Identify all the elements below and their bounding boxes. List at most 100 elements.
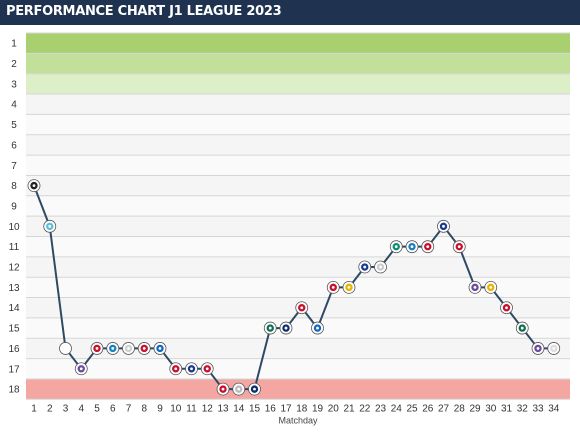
x-tick-label: 18	[296, 403, 308, 414]
y-tick-label: 13	[8, 283, 20, 294]
club-badge-point	[484, 280, 498, 294]
club-badge-point	[43, 219, 57, 233]
row-background	[26, 216, 570, 237]
x-tick-label: 25	[406, 403, 418, 414]
row-background	[26, 175, 570, 196]
x-tick-label: 16	[265, 403, 277, 414]
club-badge-point	[326, 280, 340, 294]
row-background	[26, 358, 570, 379]
y-tick-label: 11	[9, 242, 20, 253]
x-tick-label: 27	[438, 403, 450, 414]
club-badge-point	[27, 179, 41, 193]
club-badge-point	[531, 342, 545, 355]
row-background	[26, 155, 570, 176]
x-tick-label: 19	[312, 403, 324, 414]
y-tick-label: 7	[11, 161, 17, 172]
y-tick-label: 10	[8, 222, 20, 233]
y-tick-label: 18	[8, 385, 20, 396]
club-badge-point	[216, 382, 230, 396]
y-tick-label: 16	[8, 344, 20, 355]
club-badge-point	[500, 301, 513, 315]
row-background	[26, 134, 570, 156]
x-axis-label: Matchday	[278, 415, 318, 425]
club-badge-point	[90, 342, 104, 355]
x-tick-label: 8	[141, 403, 147, 414]
y-tick-label: 1	[11, 39, 17, 50]
x-tick-label: 32	[517, 403, 529, 414]
x-tick-label: 13	[217, 403, 229, 414]
x-tick-label: 29	[469, 403, 481, 414]
club-badge-point	[421, 240, 435, 254]
x-tick-label: 6	[110, 403, 116, 414]
club-badge-point	[452, 240, 466, 254]
chart-title: PERFORMANCE CHART J1 LEAGUE 2023	[6, 4, 282, 19]
row-background	[26, 94, 570, 115]
x-tick-label: 20	[328, 403, 340, 414]
x-tick-label: 3	[63, 403, 69, 414]
x-tick-label: 1	[31, 403, 37, 414]
club-badge-point	[248, 382, 261, 396]
y-tick-label: 9	[11, 201, 17, 212]
club-badge-point	[468, 280, 482, 294]
position-band	[26, 33, 570, 54]
club-badge-point	[185, 362, 198, 376]
x-tick-label: 9	[157, 403, 163, 414]
club-badge-point	[169, 362, 183, 376]
y-tick-label: 6	[11, 140, 17, 151]
x-tick-label: 11	[186, 403, 197, 414]
y-tick-label: 8	[11, 181, 17, 192]
x-tick-label: 31	[501, 403, 513, 414]
x-tick-label: 14	[233, 403, 245, 414]
club-badge-point	[342, 280, 356, 294]
row-background	[26, 256, 570, 278]
club-badge-point	[547, 342, 561, 355]
club-badge-point	[59, 342, 72, 355]
x-tick-label: 7	[126, 403, 132, 414]
club-badge-point	[515, 321, 529, 335]
x-tick-label: 17	[280, 403, 292, 414]
y-tick-label: 12	[8, 263, 20, 274]
x-tick-label: 22	[359, 403, 371, 414]
club-badge-point	[106, 342, 120, 355]
position-band	[26, 53, 570, 74]
x-tick-label: 12	[202, 403, 214, 414]
y-tick-label: 2	[11, 59, 17, 70]
x-tick-label: 21	[343, 403, 355, 414]
club-badge-point	[232, 382, 246, 396]
x-tick-label: 30	[485, 403, 497, 414]
x-tick-label: 24	[391, 403, 403, 414]
club-badge-point	[358, 260, 372, 274]
data-points	[27, 179, 561, 396]
x-tick-label: 4	[78, 403, 84, 414]
x-tick-label: 10	[170, 403, 182, 414]
x-tick-label: 2	[47, 403, 53, 414]
position-band	[26, 378, 570, 400]
row-background	[26, 114, 570, 135]
y-tick-label: 5	[11, 120, 17, 131]
x-tick-label: 34	[548, 403, 560, 414]
y-tick-label: 14	[8, 303, 20, 314]
club-badge-point	[74, 362, 88, 376]
x-tick-label: 26	[422, 403, 434, 414]
club-badge-point	[137, 342, 151, 355]
x-axis-tick-labels: 1 2 3 4 5 6 7 8 9 10 11 12 13 14 15 16 17 18 19 20 21 22 23 24 2…	[31, 403, 560, 414]
club-badge-point	[311, 321, 324, 335]
row-background	[26, 317, 570, 339]
club-badge-point	[437, 219, 450, 233]
club-badge-point	[263, 321, 277, 335]
x-tick-label: 15	[249, 403, 261, 414]
chart-gridlines	[26, 32, 570, 400]
y-tick-label: 3	[11, 79, 17, 90]
x-tick-label: 23	[375, 403, 387, 414]
row-background	[26, 236, 570, 257]
y-tick-label: 4	[11, 100, 17, 111]
club-badge-point	[200, 362, 214, 376]
club-badge-point	[122, 342, 135, 355]
y-tick-label: 17	[8, 364, 20, 375]
x-tick-label: 28	[454, 403, 466, 414]
position-band	[26, 73, 570, 95]
series-line	[33, 185, 554, 391]
club-badge-point	[374, 260, 387, 274]
